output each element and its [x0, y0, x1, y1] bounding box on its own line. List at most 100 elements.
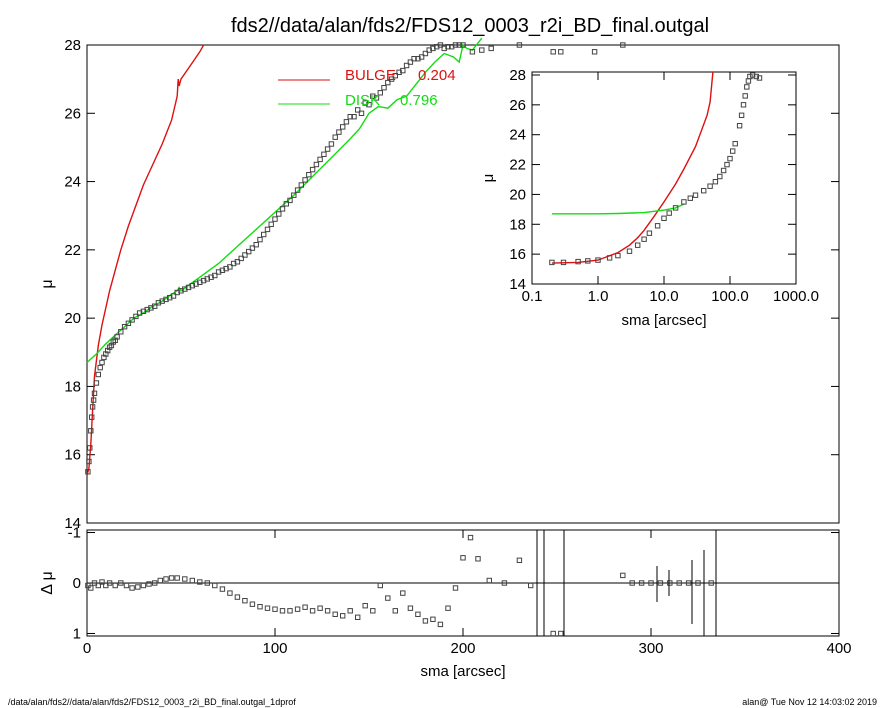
data-point: [287, 197, 293, 204]
data-point: [99, 359, 105, 366]
data-point: [129, 585, 135, 591]
data-point: [747, 73, 753, 80]
x-axis-label: sma [arcsec]: [420, 663, 505, 680]
x-tick-label: 200: [450, 640, 475, 657]
data-point: [385, 79, 391, 86]
data-point: [585, 258, 591, 264]
data-point: [309, 166, 316, 173]
data-point: [313, 161, 320, 168]
data-point: [144, 306, 150, 313]
main-y-axis-label: μ: [39, 279, 56, 288]
data-point: [377, 90, 384, 96]
data-point: [452, 42, 459, 48]
data-point: [550, 49, 556, 55]
data-point: [475, 556, 481, 562]
x-tick-label: 400: [826, 640, 851, 657]
data-point: [591, 49, 598, 55]
data-point: [135, 584, 141, 590]
x-tick-label: 300: [638, 640, 663, 657]
y-tick-label: -1: [68, 525, 81, 542]
data-point: [182, 286, 188, 292]
data-point: [112, 582, 118, 589]
data-point: [93, 380, 100, 386]
data-point: [223, 265, 229, 272]
y-tick-label: 16: [509, 246, 526, 263]
data-point: [516, 42, 523, 48]
data-point: [685, 580, 692, 586]
main-series: [85, 37, 626, 476]
data-point: [163, 576, 169, 582]
data-point: [249, 245, 256, 251]
data-point: [340, 124, 346, 130]
data-point: [249, 601, 256, 607]
data-point: [430, 616, 436, 622]
y-tick-label: 28: [64, 37, 81, 54]
data-point: [189, 577, 196, 584]
data-point: [620, 572, 626, 579]
data-point: [516, 557, 523, 563]
data-point: [753, 73, 759, 80]
y-tick-label: 24: [509, 127, 526, 144]
data-point: [415, 611, 421, 617]
data-point: [264, 226, 271, 233]
data-point: [411, 56, 417, 62]
data-point: [362, 100, 368, 106]
data-point: [744, 84, 750, 90]
data-point: [146, 581, 152, 587]
y-tick-label: 18: [64, 378, 81, 395]
data-point: [88, 585, 94, 591]
data-point: [197, 579, 203, 585]
data-point: [558, 49, 564, 55]
data-point: [317, 605, 323, 611]
data-point: [400, 590, 406, 596]
data-point: [257, 236, 263, 243]
data-point: [347, 608, 353, 614]
data-point: [469, 49, 476, 55]
data-point: [528, 582, 534, 589]
data-point: [626, 248, 633, 254]
data-point: [136, 310, 143, 316]
y-tick-label: 26: [64, 105, 81, 122]
data-point: [129, 317, 135, 323]
y-tick-label: 1: [73, 625, 81, 642]
data-point: [133, 313, 139, 320]
residual-y-axis-label: Δ μ: [39, 571, 56, 594]
y-tick-label: 14: [64, 515, 81, 532]
data-point: [351, 114, 357, 120]
data-point: [215, 269, 222, 275]
data-point: [681, 199, 687, 205]
data-point: [302, 177, 308, 183]
residual-series: [85, 534, 714, 637]
data-point: [294, 187, 301, 193]
data-point: [317, 156, 323, 163]
data-point: [654, 223, 661, 229]
y-tick-label: 20: [509, 186, 526, 203]
data-point: [336, 129, 342, 135]
data-point: [227, 264, 233, 270]
data-point: [488, 45, 494, 52]
data-point: [479, 47, 485, 53]
data-point: [219, 586, 226, 592]
data-point: [90, 397, 97, 403]
legend-disk-name: DISK: [345, 92, 380, 109]
data-point: [123, 582, 130, 589]
data-point: [400, 67, 406, 74]
data-point: [306, 172, 312, 178]
data-point: [89, 414, 95, 420]
data-point: [695, 580, 701, 586]
data-point: [152, 580, 158, 586]
data-point: [95, 582, 101, 589]
data-point: [182, 576, 188, 582]
series-line-bulge: [551, 71, 714, 264]
data-point: [253, 242, 259, 248]
data-point: [666, 210, 672, 216]
residual-x-ticks: 0 100 200 300 400: [83, 530, 852, 657]
data-point: [355, 614, 361, 620]
data-point: [501, 580, 508, 586]
data-point: [114, 334, 120, 340]
data-point: [321, 151, 327, 158]
data-point: [174, 289, 180, 296]
data-point: [230, 260, 237, 267]
series-line-disk: [86, 37, 483, 364]
data-point: [595, 257, 601, 263]
